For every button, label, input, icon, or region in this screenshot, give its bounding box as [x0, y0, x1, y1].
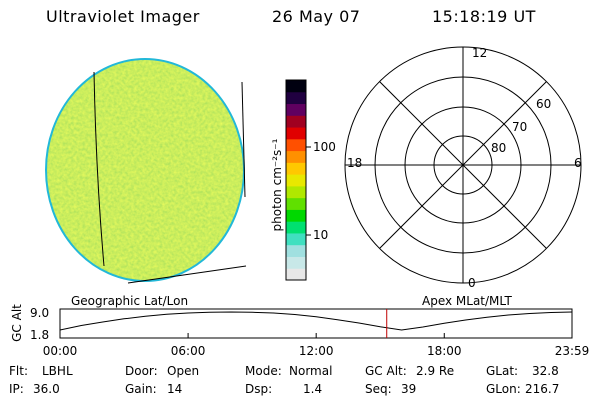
colorbar-segment: [286, 162, 306, 175]
colorbar-segment: [286, 209, 306, 222]
colorbar-segment: [286, 256, 306, 269]
polar-plot: [344, 46, 582, 284]
lat-60-label: 60: [536, 97, 552, 111]
colorbar-tick-10: 10: [313, 228, 329, 242]
door-value: Open: [167, 364, 200, 378]
x-tick-label: 06:00: [170, 344, 206, 358]
gain-label: Gain:: [125, 382, 157, 396]
alt-tick-high: 9.0: [30, 306, 50, 320]
colorbar-segment: [286, 185, 306, 199]
ip-label: IP:: [9, 382, 24, 396]
colorbar-unit-label: photon cm⁻²s⁻¹: [270, 138, 284, 232]
colorbar-segment: [286, 127, 306, 140]
dsp-value: 1.4: [303, 382, 323, 396]
image-date: 26 May 07: [272, 7, 361, 26]
gc-alt-ylabel: GC Alt: [10, 304, 24, 342]
colorbar-segment: [286, 80, 306, 93]
colorbar-segment: [286, 221, 306, 234]
mlt-0-label: 0: [468, 276, 476, 290]
terminator-line: [241, 81, 246, 198]
colorbar-segment: [286, 150, 306, 163]
altitude-curve: [59, 311, 572, 331]
flt-value: LBHL: [42, 364, 73, 378]
lat-70-label: 70: [512, 120, 528, 134]
x-tick-label: 00:00: [42, 344, 78, 358]
seq-label: Seq:: [365, 382, 392, 396]
gain-value: 14: [167, 382, 183, 396]
colorbar-segment: [286, 103, 306, 116]
mlt-6-label: 6: [574, 156, 582, 170]
colorbar-segment: [286, 174, 306, 187]
colorbar-segment: [286, 91, 306, 105]
colorbar-tick-100: 100: [313, 140, 336, 154]
mode-value: Normal: [289, 364, 333, 378]
ip-value: 36.0: [33, 382, 60, 396]
glat-label: GLat:: [486, 364, 519, 378]
glon-value: 216.7: [525, 382, 560, 396]
alt-tick-low: 1.8: [30, 328, 50, 342]
meridian-line: [93, 71, 105, 267]
colorbar-segment: [286, 115, 306, 128]
colorbar-segment: [286, 197, 306, 210]
glat-value: 32.8: [532, 364, 559, 378]
colorbar-segment: [286, 268, 306, 281]
mlt-12-label: 12: [472, 46, 488, 60]
door-label: Door:: [125, 364, 158, 378]
color-bar: [286, 80, 306, 281]
latitude-line: [127, 265, 247, 284]
gcalt-value: 2.9 Re: [416, 364, 455, 378]
instrument-title: Ultraviolet Imager: [46, 7, 200, 26]
colorbar-segment: [286, 232, 306, 246]
colorbar-segment: [286, 244, 306, 257]
dsp-label: Dsp:: [245, 382, 273, 396]
earth-disk-image: [45, 58, 245, 282]
image-time: 15:18:19 UT: [432, 7, 536, 26]
mlt-18-label: 18: [347, 156, 363, 170]
lat-80-label: 80: [491, 141, 507, 155]
x-tick-label: 12:00: [298, 344, 334, 358]
apex-label: Apex MLat/MLT: [422, 294, 512, 308]
glon-label: GLon:: [486, 382, 521, 396]
mode-label: Mode:: [245, 364, 282, 378]
flt-label: Flt:: [9, 364, 28, 378]
x-tick-label: 18:00: [426, 344, 462, 358]
gcalt-label: GC Alt:: [365, 364, 407, 378]
seq-value: 39: [401, 382, 417, 396]
x-tick-label: 23:59: [554, 344, 590, 358]
geographic-label: Geographic Lat/Lon: [71, 294, 189, 308]
altitude-x-ticks: [59, 333, 573, 338]
colorbar-segment: [286, 138, 306, 152]
